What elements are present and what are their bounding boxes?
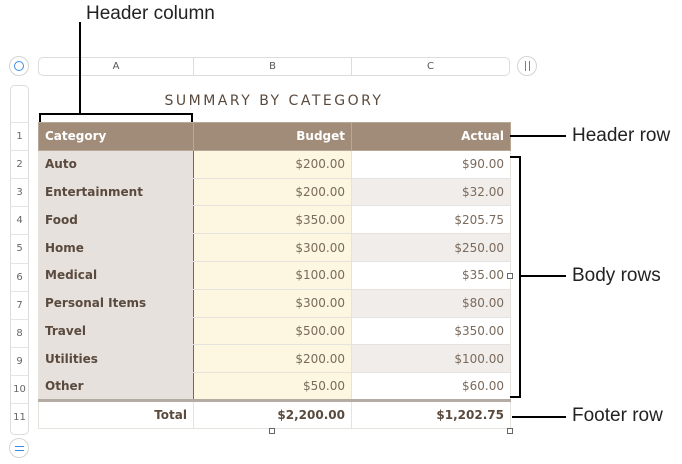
budget-cell[interactable]: $200.00 <box>193 177 352 207</box>
column-header-bar: A B C <box>38 57 510 76</box>
add-row-button[interactable] <box>9 438 29 458</box>
header-cell[interactable]: Budget <box>193 122 352 151</box>
row-number[interactable]: 8 <box>10 318 29 347</box>
category-cell[interactable]: Other <box>38 372 194 401</box>
body-rows-bracket <box>510 156 521 398</box>
row-number[interactable]: 5 <box>10 234 29 262</box>
row-number[interactable]: 2 <box>10 150 29 178</box>
actual-cell[interactable]: $80.00 <box>351 288 511 318</box>
row-number[interactable]: 10 <box>10 374 29 403</box>
actual-cell[interactable]: $100.00 <box>351 344 511 374</box>
footer-cell[interactable]: Total <box>38 398 194 429</box>
budget-cell[interactable]: $100.00 <box>193 260 352 290</box>
callout-header-column: Header column <box>86 3 215 24</box>
row-number[interactable]: 6 <box>10 262 29 291</box>
budget-cell[interactable]: $200.00 <box>193 344 352 374</box>
actual-cell[interactable]: $250.00 <box>351 233 511 262</box>
callout-line <box>510 135 566 137</box>
body-row: Personal Items $300.00 $80.00 <box>38 288 511 318</box>
header-row: Category Budget Actual <box>38 122 511 151</box>
footer-row: Total $2,200.00 $1,202.75 <box>38 398 511 429</box>
budget-cell[interactable]: $300.00 <box>193 233 352 262</box>
body-row: Entertainment $200.00 $32.00 <box>38 177 511 207</box>
row-number[interactable]: 3 <box>10 178 29 206</box>
row-number[interactable]: 1 <box>10 122 29 150</box>
category-cell[interactable]: Entertainment <box>38 177 194 207</box>
row-number[interactable]: 11 <box>10 403 29 431</box>
header-cell[interactable]: Category <box>38 122 194 151</box>
actual-cell[interactable]: $32.00 <box>351 177 511 207</box>
row-number[interactable]: 7 <box>10 290 29 319</box>
footer-cell[interactable]: $1,202.75 <box>351 398 511 429</box>
add-column-button[interactable] <box>517 56 537 76</box>
header-column-bracket <box>39 113 193 122</box>
row-number[interactable]: 9 <box>10 346 29 375</box>
category-cell[interactable]: Utilities <box>38 344 194 374</box>
circle-icon <box>14 61 24 71</box>
callout-header-row: Header row <box>572 125 671 146</box>
actual-cell[interactable]: $205.75 <box>351 205 511 235</box>
actual-cell[interactable]: $90.00 <box>351 149 511 179</box>
row-header-bar <box>10 85 29 435</box>
callout-line <box>512 416 566 418</box>
actual-cell[interactable]: $60.00 <box>351 372 511 401</box>
category-cell[interactable]: Medical <box>38 260 194 290</box>
resize-handle[interactable] <box>269 428 275 434</box>
budget-cell[interactable]: $350.00 <box>193 205 352 235</box>
equals-icon <box>14 445 24 451</box>
column-header-c[interactable]: C <box>427 61 434 72</box>
body-row: Medical $100.00 $35.00 <box>38 260 511 290</box>
budget-cell[interactable]: $500.00 <box>193 316 352 346</box>
category-cell[interactable]: Food <box>38 205 194 235</box>
column-header-a[interactable]: A <box>39 58 194 75</box>
select-table-button[interactable] <box>9 56 29 76</box>
body-row: Auto $200.00 $90.00 <box>38 149 511 179</box>
body-row: Travel $500.00 $350.00 <box>38 316 511 346</box>
budget-cell[interactable]: $200.00 <box>193 149 352 179</box>
summary-table: Category Budget Actual Auto $200.00 $90.00… <box>38 122 511 429</box>
column-header-b[interactable]: B <box>194 58 352 75</box>
callout-line <box>79 22 81 114</box>
row-number[interactable]: 4 <box>10 206 29 234</box>
actual-cell[interactable]: $35.00 <box>351 260 511 290</box>
category-cell[interactable]: Home <box>38 233 194 262</box>
body-row: Food $350.00 $205.75 <box>38 205 511 235</box>
callout-body-rows: Body rows <box>572 265 661 286</box>
body-row: Utilities $200.00 $100.00 <box>38 344 511 374</box>
table-title: SUMMARY BY CATEGORY <box>164 93 384 109</box>
budget-cell[interactable]: $300.00 <box>193 288 352 318</box>
footer-cell[interactable]: $2,200.00 <box>193 398 352 429</box>
callout-footer-row: Footer row <box>572 405 663 426</box>
budget-cell[interactable]: $50.00 <box>193 372 352 401</box>
resize-handle[interactable] <box>507 273 513 279</box>
header-cell[interactable]: Actual <box>351 122 511 151</box>
category-cell[interactable]: Auto <box>38 149 194 179</box>
actual-cell[interactable]: $350.00 <box>351 316 511 346</box>
category-cell[interactable]: Personal Items <box>38 288 194 318</box>
pause-bars-icon <box>524 61 530 71</box>
category-cell[interactable]: Travel <box>38 316 194 346</box>
callout-line <box>521 275 566 277</box>
resize-handle[interactable] <box>507 428 513 434</box>
body-row: Other $50.00 $60.00 <box>38 372 511 401</box>
body-row: Home $300.00 $250.00 <box>38 233 511 262</box>
